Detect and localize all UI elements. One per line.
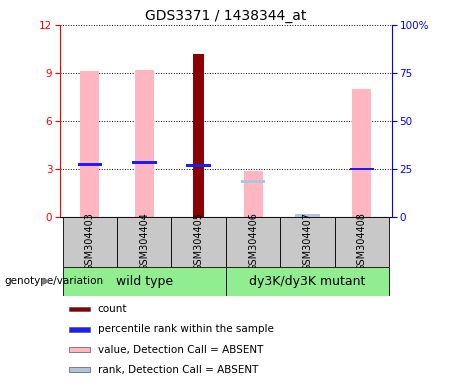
Bar [80, 71, 100, 217]
Bar [226, 217, 280, 267]
Bar [186, 164, 211, 167]
Bar [135, 70, 154, 217]
Text: value, Detection Call = ABSENT: value, Detection Call = ABSENT [97, 344, 263, 354]
Bar [335, 217, 389, 267]
Bar [117, 217, 171, 267]
Bar [69, 327, 90, 331]
Text: GSM304406: GSM304406 [248, 212, 258, 271]
Bar [69, 307, 90, 311]
Text: dy3K/dy3K mutant: dy3K/dy3K mutant [249, 275, 366, 288]
Text: count: count [97, 304, 127, 314]
Bar [63, 267, 226, 296]
Bar [69, 367, 90, 372]
Bar [132, 161, 157, 164]
Text: percentile rank within the sample: percentile rank within the sample [97, 324, 273, 334]
Bar [69, 347, 90, 352]
Text: GSM304403: GSM304403 [85, 212, 95, 271]
Text: GSM304405: GSM304405 [194, 212, 204, 271]
Bar [280, 217, 335, 267]
Bar [241, 180, 266, 183]
Bar [226, 267, 389, 296]
Bar [350, 167, 374, 170]
Bar [171, 217, 226, 267]
Bar [194, 54, 204, 217]
Title: GDS3371 / 1438344_at: GDS3371 / 1438344_at [145, 8, 307, 23]
Text: rank, Detection Call = ABSENT: rank, Detection Call = ABSENT [97, 365, 258, 375]
Text: GSM304407: GSM304407 [302, 212, 313, 271]
Bar [77, 163, 102, 166]
Bar [243, 170, 263, 217]
Text: GSM304408: GSM304408 [357, 212, 367, 271]
Bar [295, 214, 320, 217]
Bar [63, 217, 117, 267]
Text: genotype/variation: genotype/variation [5, 276, 104, 286]
Text: wild type: wild type [116, 275, 173, 288]
Text: GSM304404: GSM304404 [139, 212, 149, 271]
Bar [352, 89, 372, 217]
